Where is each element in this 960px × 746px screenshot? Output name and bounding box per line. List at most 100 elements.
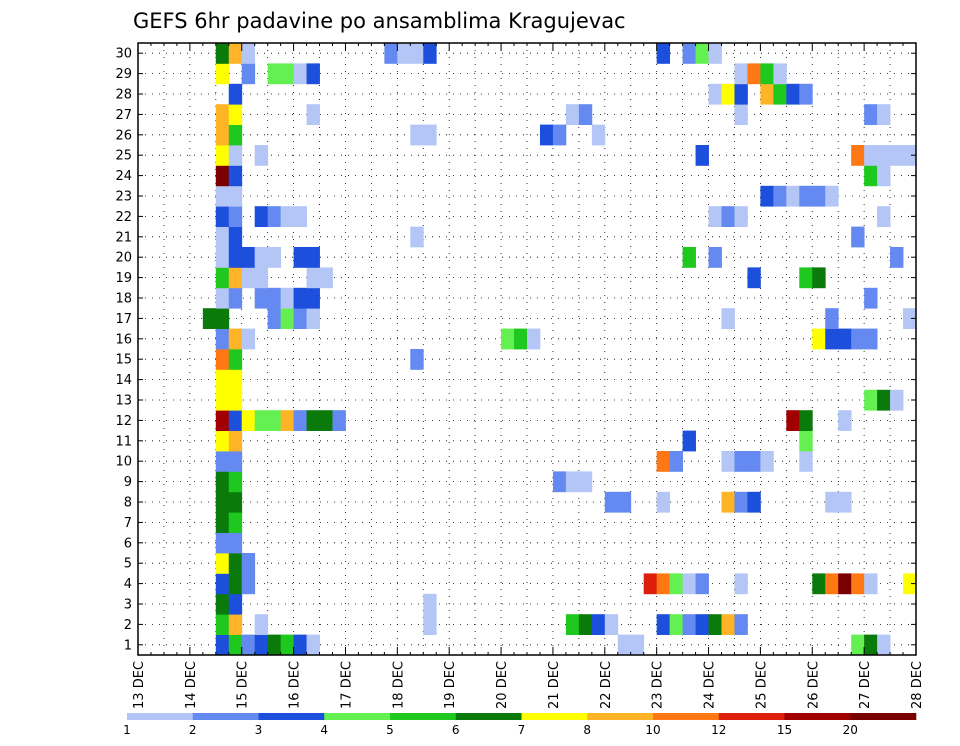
x-tick-label: 25 DEC: [754, 661, 769, 709]
heatmap-cell: [786, 186, 799, 207]
heatmap-cell: [229, 165, 242, 186]
heatmap-cell: [229, 227, 242, 248]
heatmap-cell: [799, 186, 812, 207]
y-tick-label: 24: [115, 169, 132, 184]
heatmap-cell: [825, 308, 838, 329]
heatmap-cell: [216, 165, 229, 186]
heatmap-cell: [825, 329, 838, 350]
heatmap-cell: [734, 84, 747, 105]
heatmap-cell: [216, 186, 229, 207]
heatmap-cell: [294, 63, 307, 84]
heatmap-cell: [307, 635, 320, 656]
heatmap-cell: [255, 410, 268, 431]
heatmap-cell: [216, 390, 229, 411]
heatmap-cell: [670, 451, 683, 472]
heatmap-cell: [683, 573, 696, 594]
heatmap-cell: [216, 431, 229, 452]
legend-label: 20: [843, 723, 858, 737]
heatmap-cell: [229, 533, 242, 554]
heatmap-cell: [216, 125, 229, 146]
heatmap-cell: [410, 43, 423, 64]
heatmap-cell: [696, 43, 709, 64]
heatmap-cell: [268, 308, 281, 329]
legend-swatch: [127, 713, 193, 720]
heatmap-cell: [812, 329, 825, 350]
heatmap-cell: [709, 84, 722, 105]
heatmap-cell: [786, 410, 799, 431]
heatmap-cell: [670, 573, 683, 594]
precipitation-heatmap: GEFS 6hr padavine po ansamblima Kragujev…: [0, 0, 960, 742]
heatmap-cell: [657, 451, 670, 472]
heatmap-cell: [216, 614, 229, 635]
heatmap-cell: [242, 63, 255, 84]
y-tick-label: 22: [115, 210, 132, 225]
heatmap-cell: [683, 431, 696, 452]
heatmap-cell: [890, 145, 903, 166]
legend-swatch: [785, 713, 851, 720]
heatmap-cell: [618, 492, 631, 513]
y-tick-label: 10: [115, 455, 132, 470]
legend-label: 6: [452, 723, 460, 737]
heatmap-cell: [216, 63, 229, 84]
heatmap-cell: [579, 104, 592, 125]
heatmap-cell: [281, 288, 294, 309]
heatmap-cell: [722, 492, 735, 513]
legend-swatch: [719, 713, 785, 720]
heatmap-cell: [696, 145, 709, 166]
heatmap-cell: [799, 84, 812, 105]
heatmap-cell: [268, 288, 281, 309]
heatmap-cell: [864, 165, 877, 186]
heatmap-cell: [670, 614, 683, 635]
heatmap-cell: [734, 63, 747, 84]
heatmap-cell: [268, 410, 281, 431]
heatmap-cell: [255, 288, 268, 309]
y-tick-label: 30: [115, 47, 132, 62]
heatmap-cell: [773, 84, 786, 105]
heatmap-cell: [229, 206, 242, 227]
heatmap-cell: [255, 247, 268, 268]
x-tick-label: 20 DEC: [495, 661, 510, 709]
heatmap-cell: [229, 451, 242, 472]
heatmap-cell: [683, 43, 696, 64]
heatmap-cell: [229, 492, 242, 513]
heatmap-cell: [216, 451, 229, 472]
heatmap-cell: [722, 308, 735, 329]
heatmap-cell: [255, 614, 268, 635]
heatmap-cell: [229, 471, 242, 492]
heatmap-cell: [812, 267, 825, 288]
heatmap-cell: [799, 431, 812, 452]
y-tick-label: 17: [115, 312, 132, 327]
heatmap-cell: [320, 267, 333, 288]
heatmap-cell: [423, 125, 436, 146]
heatmap-cell: [242, 43, 255, 64]
heatmap-cell: [216, 349, 229, 370]
heatmap-cell: [618, 635, 631, 656]
heatmap-cell: [216, 512, 229, 533]
heatmap-cell: [216, 227, 229, 248]
heatmap-cell: [216, 145, 229, 166]
x-tick-label: 23 DEC: [651, 661, 666, 709]
heatmap-cell: [216, 635, 229, 656]
heatmap-cell: [760, 63, 773, 84]
heatmap-cell: [268, 206, 281, 227]
heatmap-cell: [307, 247, 320, 268]
heatmap-cell: [760, 84, 773, 105]
y-tick-label: 15: [115, 353, 132, 368]
heatmap-cell: [229, 125, 242, 146]
legend-label: 8: [583, 723, 591, 737]
heatmap-cell: [281, 635, 294, 656]
heatmap-cell: [838, 329, 851, 350]
heatmap-cell: [799, 410, 812, 431]
legend-swatch: [587, 713, 653, 720]
heatmap-cell: [579, 614, 592, 635]
heatmap-cell: [268, 247, 281, 268]
heatmap-cell: [281, 410, 294, 431]
heatmap-cell: [255, 267, 268, 288]
heatmap-cell: [229, 635, 242, 656]
heatmap-cell: [877, 206, 890, 227]
heatmap-cell: [320, 410, 333, 431]
x-tick-label: 14 DEC: [184, 661, 199, 709]
heatmap-cell: [203, 308, 216, 329]
x-tick-label: 15 DEC: [236, 661, 251, 709]
legend-swatch: [259, 713, 325, 720]
